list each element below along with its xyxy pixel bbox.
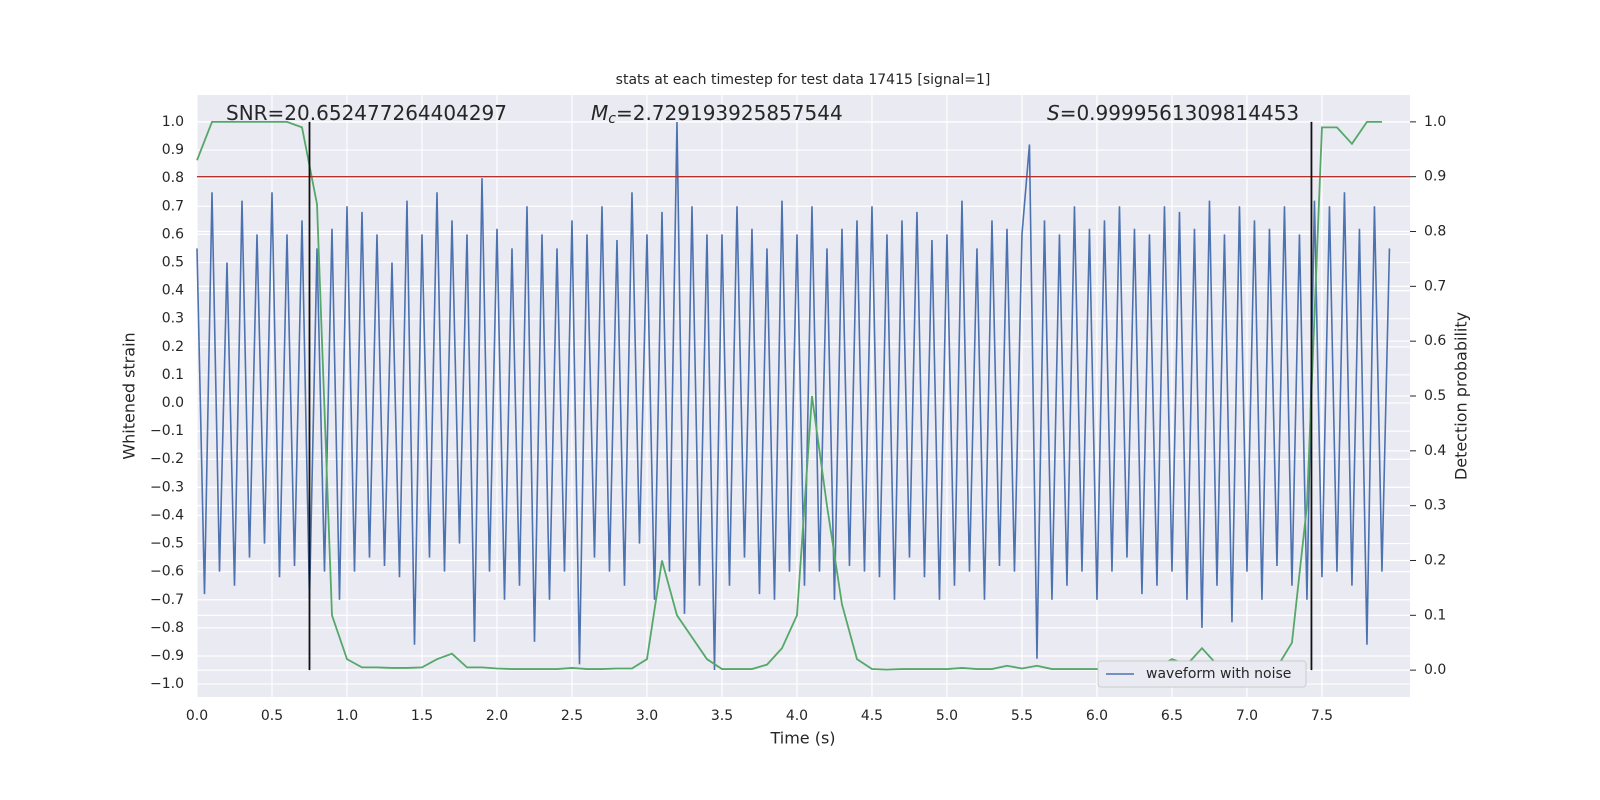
x-tick-label: 2.5 [561, 708, 583, 724]
series-line [196, 121, 1391, 671]
chart-title: stats at each timestep for test data 174… [616, 72, 991, 88]
y-tick-label: 0.9 [162, 142, 184, 158]
y-tick-label: 0.2 [162, 339, 184, 355]
x-tick-label: 4.0 [786, 708, 808, 724]
y-tick-label: 0.7 [162, 198, 184, 214]
y-tick-label: −0.9 [150, 648, 184, 664]
y-tick-label: −0.4 [150, 507, 184, 523]
annotation-text: SNR=20.652477264404297 [226, 101, 507, 125]
x-tick-label: 3.0 [636, 708, 658, 724]
x-tick-label: 6.5 [1161, 708, 1183, 724]
y-axis-label: Whitened strain [120, 332, 139, 459]
y2-tick-label: 0.1 [1424, 607, 1446, 623]
x-tick-label: 1.0 [336, 708, 358, 724]
y-tick-label: 0.6 [162, 226, 184, 242]
x-tick-label: 5.0 [936, 708, 958, 724]
x-axis-label: Time (s) [769, 729, 835, 748]
x-tick-label: 0.5 [261, 708, 283, 724]
y-tick-label: 1.0 [162, 114, 184, 130]
y-tick-label: 0.5 [162, 255, 184, 271]
annotation: S=0.9999561309814453 [1047, 101, 1299, 125]
y-tick-label: 0.4 [162, 283, 184, 299]
y-tick-label: −0.6 [150, 564, 184, 580]
annotation: SNR=20.652477264404297 [226, 101, 507, 125]
x-tick-label: 4.5 [861, 708, 883, 724]
annotation: Mc=2.729193925857544 [591, 101, 843, 128]
x-tick-label: 6.0 [1086, 708, 1108, 724]
x-tick-label: 5.5 [1011, 708, 1033, 724]
y2-tick-label: 0.9 [1424, 169, 1446, 185]
y2-tick-label: 1.0 [1424, 114, 1446, 130]
x-tick-label: 7.0 [1236, 708, 1258, 724]
plot-layer: 0.0 0.5 1.0 1.5 2.0 2.5 3.0 3.5 4.0 4.5 5.0 5.5 6.0 6… [150, 95, 1446, 724]
x-tick-label: 1.5 [411, 708, 433, 724]
y2-tick-label: 0.5 [1424, 388, 1446, 404]
y2-tick-label: 0.7 [1424, 278, 1446, 294]
y2-tick-label: 0.6 [1424, 333, 1446, 349]
y2-tick-label: 0.3 [1424, 498, 1446, 514]
y-tick-label: 0.1 [162, 367, 184, 383]
annotation-subscript: c [608, 111, 616, 127]
x-tick-label: 0.0 [186, 708, 208, 724]
y-tick-label: −0.5 [150, 536, 184, 552]
legend-box [1097, 660, 1307, 688]
y-tick-label: 0.8 [162, 170, 184, 186]
legend-label: waveform with noise [1146, 666, 1291, 682]
y-tick-label: −1.0 [150, 676, 184, 692]
y-tick-label: 0.0 [162, 395, 184, 411]
x-tick-label: 2.0 [486, 708, 508, 724]
y-tick-label: −0.2 [150, 451, 184, 467]
y-tick-label: −0.1 [150, 423, 184, 439]
y2-tick-label: 0.2 [1424, 552, 1446, 568]
x-tick-label: 7.5 [1311, 708, 1333, 724]
annotation-text: =0.9999561309814453 [1060, 101, 1299, 125]
y2-tick-label: 0.4 [1424, 443, 1446, 459]
y-tick-label: −0.8 [150, 620, 184, 636]
y-tick-label: −0.3 [150, 479, 184, 495]
y-tick-label: 0.3 [162, 311, 184, 327]
x-tick-label: 3.5 [711, 708, 733, 724]
y2-tick-label: 0.8 [1424, 224, 1446, 240]
y2-tick-label: 0.0 [1424, 662, 1446, 678]
y2-axis-label: Detection probability [1452, 312, 1471, 480]
y-tick-label: −0.7 [150, 592, 184, 608]
annotation-symbol: M [591, 101, 608, 125]
annotation-symbol: S [1047, 101, 1060, 125]
annotation-text: =2.729193925857544 [616, 101, 843, 125]
